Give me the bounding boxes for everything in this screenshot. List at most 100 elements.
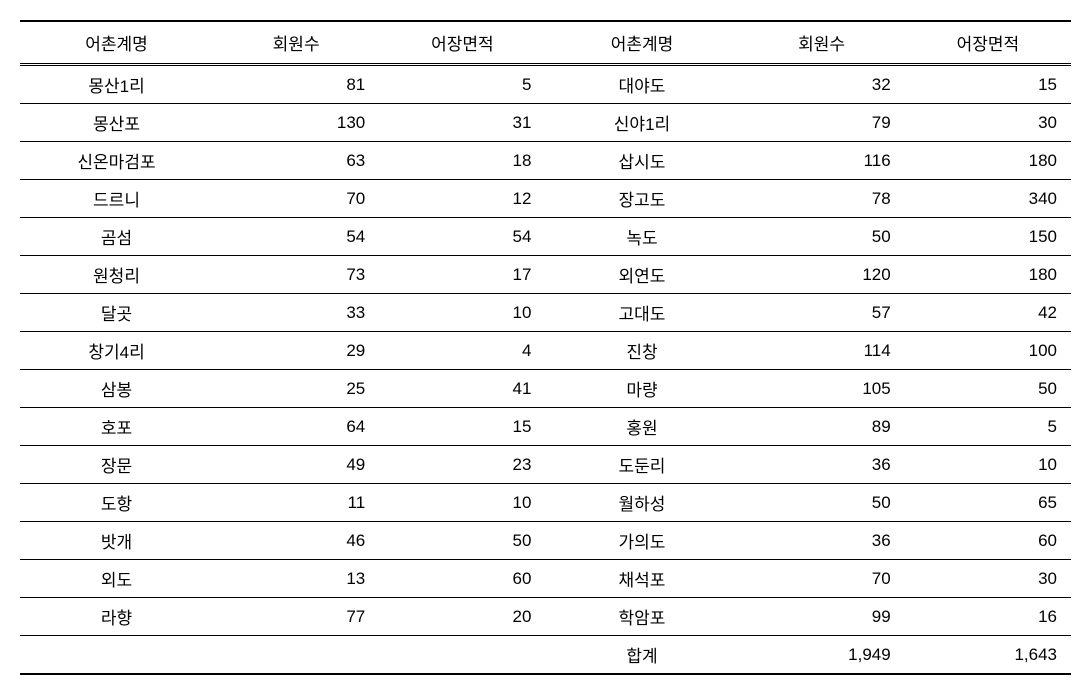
value-cell: 10 bbox=[379, 484, 545, 522]
village-name-cell: 신온마검포 bbox=[20, 142, 213, 180]
value-cell: 41 bbox=[379, 370, 545, 408]
table-row: 신온마검포6318삽시도116180 bbox=[20, 142, 1071, 180]
value-cell: 50 bbox=[739, 218, 905, 256]
value-cell: 79 bbox=[739, 104, 905, 142]
village-name-cell: 외연도 bbox=[545, 256, 738, 294]
table-row: 도항1110월하성5065 bbox=[20, 484, 1071, 522]
value-cell: 49 bbox=[213, 446, 379, 484]
village-name-cell: 채석포 bbox=[545, 560, 738, 598]
value-cell: 130 bbox=[213, 104, 379, 142]
col-header: 회원수 bbox=[213, 21, 379, 65]
value-cell: 5 bbox=[905, 408, 1071, 446]
village-name-cell: 몽산1리 bbox=[20, 65, 213, 104]
village-name-cell: 달곳 bbox=[20, 294, 213, 332]
table-row: 외도1360채석포7030 bbox=[20, 560, 1071, 598]
value-cell: 5 bbox=[379, 65, 545, 104]
village-name-cell: 외도 bbox=[20, 560, 213, 598]
value-cell: 105 bbox=[739, 370, 905, 408]
village-name-cell: 합계 bbox=[545, 636, 738, 675]
value-cell: 4 bbox=[379, 332, 545, 370]
value-cell: 54 bbox=[213, 218, 379, 256]
village-name-cell: 녹도 bbox=[545, 218, 738, 256]
value-cell: 17 bbox=[379, 256, 545, 294]
village-stats-table: 어촌계명 회원수 어장면적 어촌계명 회원수 어장면적 몽산1리815대야도32… bbox=[20, 20, 1071, 675]
table-row: 몽산1리815대야도3215 bbox=[20, 65, 1071, 104]
value-cell: 150 bbox=[905, 218, 1071, 256]
value-cell: 89 bbox=[739, 408, 905, 446]
value-cell: 50 bbox=[739, 484, 905, 522]
col-header: 회원수 bbox=[739, 21, 905, 65]
value-cell: 100 bbox=[905, 332, 1071, 370]
value-cell: 46 bbox=[213, 522, 379, 560]
village-name-cell: 월하성 bbox=[545, 484, 738, 522]
value-cell: 63 bbox=[213, 142, 379, 180]
table-row: 창기4리294진창114100 bbox=[20, 332, 1071, 370]
value-cell: 23 bbox=[379, 446, 545, 484]
value-cell: 10 bbox=[905, 446, 1071, 484]
village-name-cell: 홍원 bbox=[545, 408, 738, 446]
table-row: 합계1,9491,643 bbox=[20, 636, 1071, 675]
table-row: 삼봉2541마량10550 bbox=[20, 370, 1071, 408]
village-name-cell: 대야도 bbox=[545, 65, 738, 104]
value-cell: 25 bbox=[213, 370, 379, 408]
village-name-cell: 고대도 bbox=[545, 294, 738, 332]
value-cell: 180 bbox=[905, 256, 1071, 294]
value-cell: 99 bbox=[739, 598, 905, 636]
value-cell: 15 bbox=[905, 65, 1071, 104]
value-cell: 180 bbox=[905, 142, 1071, 180]
value-cell: 29 bbox=[213, 332, 379, 370]
table-row: 몽산포13031신야1리7930 bbox=[20, 104, 1071, 142]
value-cell: 65 bbox=[905, 484, 1071, 522]
value-cell: 20 bbox=[379, 598, 545, 636]
village-name-cell: 마량 bbox=[545, 370, 738, 408]
value-cell: 70 bbox=[213, 180, 379, 218]
value-cell: 64 bbox=[213, 408, 379, 446]
value-cell: 11 bbox=[213, 484, 379, 522]
value-cell: 50 bbox=[905, 370, 1071, 408]
value-cell: 10 bbox=[379, 294, 545, 332]
value-cell: 13 bbox=[213, 560, 379, 598]
village-name-cell: 원청리 bbox=[20, 256, 213, 294]
village-name-cell: 드르니 bbox=[20, 180, 213, 218]
table-row: 장문4923도둔리3610 bbox=[20, 446, 1071, 484]
village-name-cell: 밧개 bbox=[20, 522, 213, 560]
village-name-cell: 진창 bbox=[545, 332, 738, 370]
table-row: 호포6415홍원895 bbox=[20, 408, 1071, 446]
value-cell: 73 bbox=[213, 256, 379, 294]
village-name-cell: 가의도 bbox=[545, 522, 738, 560]
value-cell: 60 bbox=[379, 560, 545, 598]
value-cell: 340 bbox=[905, 180, 1071, 218]
value-cell bbox=[379, 636, 545, 675]
table-body: 몽산1리815대야도3215몽산포13031신야1리7930신온마검포6318삽… bbox=[20, 65, 1071, 675]
value-cell: 77 bbox=[213, 598, 379, 636]
table-row: 곰섬5454녹도50150 bbox=[20, 218, 1071, 256]
village-name-cell: 도항 bbox=[20, 484, 213, 522]
village-name-cell: 학암포 bbox=[545, 598, 738, 636]
value-cell: 31 bbox=[379, 104, 545, 142]
value-cell: 57 bbox=[739, 294, 905, 332]
value-cell: 1,643 bbox=[905, 636, 1071, 675]
value-cell: 81 bbox=[213, 65, 379, 104]
table-row: 드르니7012장고도78340 bbox=[20, 180, 1071, 218]
village-name-cell: 삽시도 bbox=[545, 142, 738, 180]
value-cell: 15 bbox=[379, 408, 545, 446]
value-cell: 18 bbox=[379, 142, 545, 180]
village-name-cell: 신야1리 bbox=[545, 104, 738, 142]
village-name-cell: 곰섬 bbox=[20, 218, 213, 256]
table-row: 원청리7317외연도120180 bbox=[20, 256, 1071, 294]
village-name-cell bbox=[20, 636, 213, 675]
value-cell: 116 bbox=[739, 142, 905, 180]
value-cell: 120 bbox=[739, 256, 905, 294]
col-header: 어장면적 bbox=[905, 21, 1071, 65]
value-cell: 36 bbox=[739, 522, 905, 560]
value-cell: 78 bbox=[739, 180, 905, 218]
table-row: 밧개4650가의도3660 bbox=[20, 522, 1071, 560]
village-name-cell: 라향 bbox=[20, 598, 213, 636]
table-row: 달곳3310고대도5742 bbox=[20, 294, 1071, 332]
value-cell: 12 bbox=[379, 180, 545, 218]
col-header: 어촌계명 bbox=[20, 21, 213, 65]
value-cell: 32 bbox=[739, 65, 905, 104]
value-cell: 16 bbox=[905, 598, 1071, 636]
value-cell: 70 bbox=[739, 560, 905, 598]
table-row: 라향7720학암포9916 bbox=[20, 598, 1071, 636]
